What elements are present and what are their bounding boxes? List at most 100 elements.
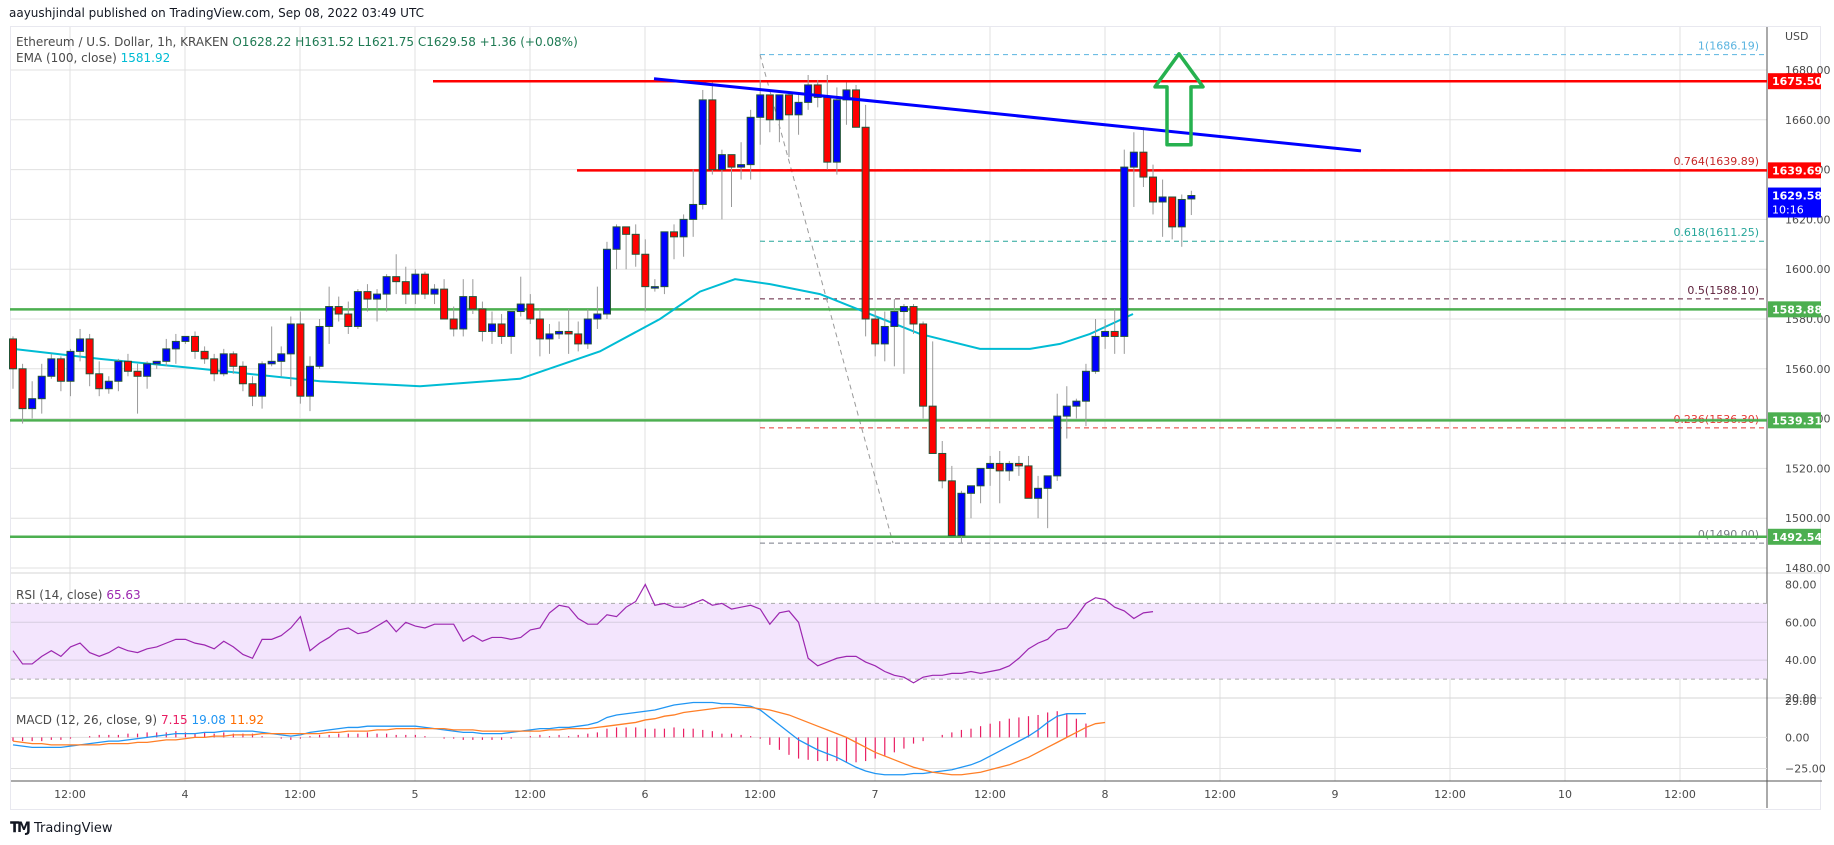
candle-body[interactable] <box>1091 335 1100 372</box>
candle-body[interactable] <box>104 380 113 390</box>
candle-body[interactable] <box>325 306 334 327</box>
candle-body[interactable] <box>631 233 640 255</box>
candle-body[interactable] <box>258 363 267 397</box>
candle-body[interactable] <box>305 365 314 397</box>
candle-body[interactable] <box>746 116 755 166</box>
candle-body[interactable] <box>526 303 535 320</box>
candle-body[interactable] <box>622 226 631 235</box>
candle-body[interactable] <box>880 325 889 345</box>
candle-body[interactable] <box>18 368 27 410</box>
candle-body[interactable] <box>1101 330 1110 337</box>
candle-body[interactable] <box>1187 195 1196 200</box>
candle-body[interactable] <box>852 89 861 128</box>
candle-body[interactable] <box>756 94 765 118</box>
candle-body[interactable] <box>602 248 611 315</box>
candle-body[interactable] <box>871 318 880 345</box>
candle-body[interactable] <box>85 338 94 375</box>
candle-body[interactable] <box>1139 151 1148 178</box>
candle-body[interactable] <box>967 485 975 494</box>
candle-body[interactable] <box>430 288 439 295</box>
candle-body[interactable] <box>583 318 592 345</box>
candle-body[interactable] <box>229 353 238 367</box>
candle-body[interactable] <box>641 253 650 288</box>
candle-body[interactable] <box>545 333 554 340</box>
candle-body[interactable] <box>373 293 382 300</box>
candle-body[interactable] <box>1072 400 1081 407</box>
candle-body[interactable] <box>909 306 918 325</box>
candle-body[interactable] <box>650 286 659 289</box>
candle-body[interactable] <box>152 360 161 365</box>
candle-body[interactable] <box>171 340 180 350</box>
candle-body[interactable] <box>219 353 228 375</box>
candle-body[interactable] <box>784 94 793 116</box>
candle-body[interactable] <box>698 99 707 205</box>
candle-body[interactable] <box>1024 465 1033 499</box>
candle-body[interactable] <box>401 281 410 295</box>
candle-body[interactable] <box>842 89 851 101</box>
candle-body[interactable] <box>564 330 573 335</box>
candle-body[interactable] <box>765 94 774 121</box>
candle-body[interactable] <box>507 311 516 337</box>
candle-body[interactable] <box>976 467 985 487</box>
candle-body[interactable] <box>114 360 123 382</box>
candle-body[interactable] <box>133 370 142 377</box>
candle-body[interactable] <box>861 126 870 320</box>
candle-body[interactable] <box>56 358 65 382</box>
candle-body[interactable] <box>813 84 822 98</box>
candle-body[interactable] <box>353 291 362 327</box>
candle-body[interactable] <box>823 96 832 163</box>
candle-body[interactable] <box>76 338 85 352</box>
candle-body[interactable] <box>344 313 353 327</box>
candle-body[interactable] <box>420 273 429 295</box>
candle-body[interactable] <box>593 313 602 320</box>
candle-body[interactable] <box>1062 405 1071 417</box>
fib-trend-line[interactable] <box>759 54 894 544</box>
candle-body[interactable] <box>315 325 324 367</box>
rsi-legend[interactable]: RSI (14, close) 65.63 <box>16 587 141 603</box>
candle-body[interactable] <box>382 276 391 295</box>
candle-body[interactable] <box>708 99 717 171</box>
candle-body[interactable] <box>737 164 746 168</box>
candle-body[interactable] <box>181 335 190 342</box>
candle-body[interactable] <box>957 492 966 537</box>
candle-body[interactable] <box>47 358 56 377</box>
candle-body[interactable] <box>986 462 995 469</box>
candle-body[interactable] <box>775 94 784 121</box>
candle-body[interactable] <box>440 288 449 320</box>
candle-body[interactable] <box>449 318 458 330</box>
candle-body[interactable] <box>459 296 468 330</box>
candle-body[interactable] <box>1177 198 1186 228</box>
candle-body[interactable] <box>660 231 669 288</box>
candle-body[interactable] <box>555 330 564 335</box>
tradingview-brand[interactable]: 𝐓Ɱ TradingView <box>10 820 113 836</box>
candle-body[interactable] <box>679 218 688 238</box>
candle-body[interactable] <box>210 358 219 375</box>
candle-body[interactable] <box>1120 166 1129 337</box>
candle-body[interactable] <box>1034 487 1043 499</box>
candle-body[interactable] <box>497 323 506 337</box>
candle-body[interactable] <box>1158 196 1167 203</box>
candle-body[interactable] <box>574 333 583 345</box>
candle-body[interactable] <box>516 303 525 313</box>
symbol-title[interactable]: Ethereum / U.S. Dollar, 1h, KRAKEN <box>16 35 229 49</box>
candle-body[interactable] <box>267 360 276 365</box>
candle-body[interactable] <box>334 306 343 315</box>
candle-body[interactable] <box>37 375 46 400</box>
candle-body[interactable] <box>123 360 132 372</box>
candle-body[interactable] <box>95 373 104 390</box>
candle-body[interactable] <box>162 348 171 362</box>
candle-body[interactable] <box>200 350 209 360</box>
candle-body[interactable] <box>28 398 37 410</box>
up-arrow-icon[interactable] <box>1153 52 1205 147</box>
candle-body[interactable] <box>1168 196 1177 228</box>
candle-body[interactable] <box>890 311 899 327</box>
candle-body[interactable] <box>248 383 257 397</box>
candle-body[interactable] <box>411 273 420 295</box>
candle-body[interactable] <box>468 296 477 310</box>
candle-body[interactable] <box>535 318 544 340</box>
candle-body[interactable] <box>296 323 305 397</box>
candle-body[interactable] <box>363 291 372 300</box>
candle-body[interactable] <box>919 323 928 407</box>
candle-body[interactable] <box>1053 415 1062 477</box>
